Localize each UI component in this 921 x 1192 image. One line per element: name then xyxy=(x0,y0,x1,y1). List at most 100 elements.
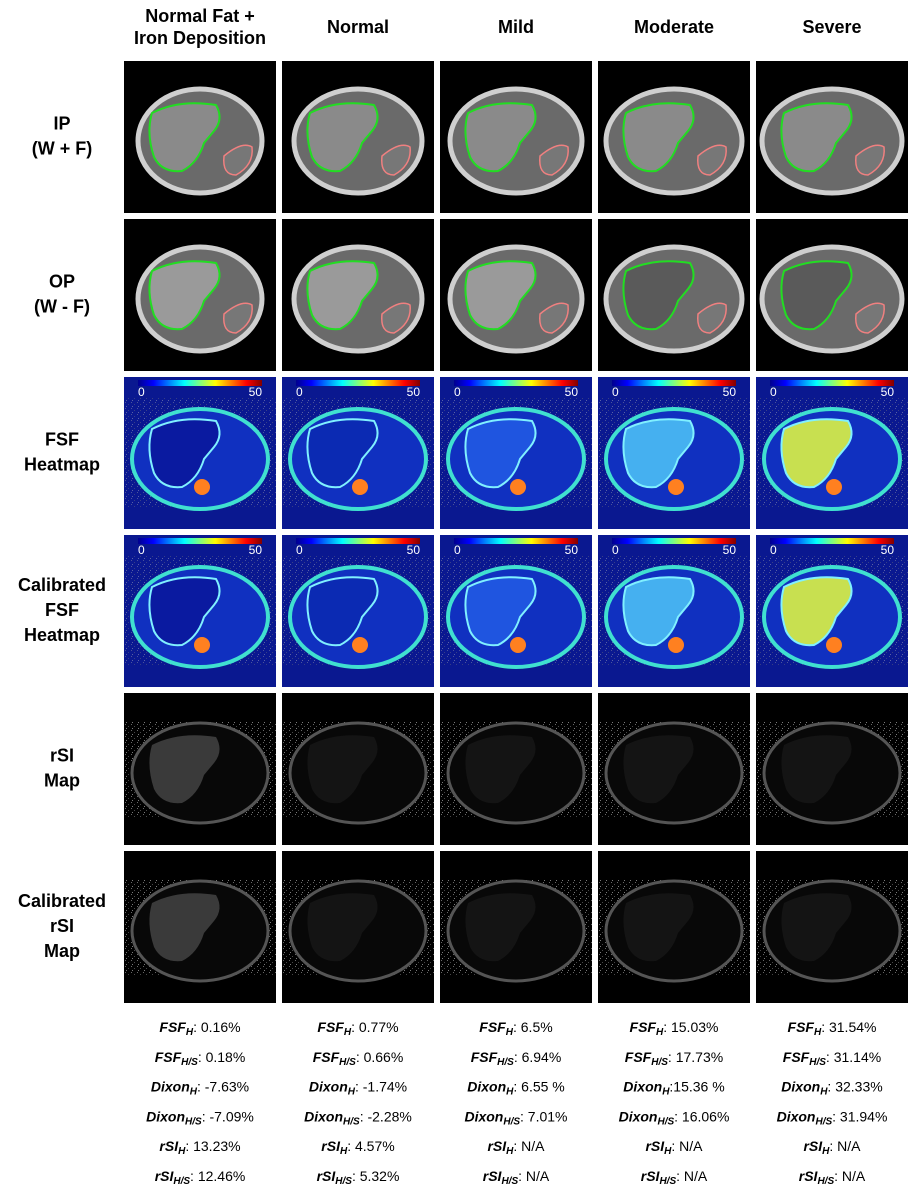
metric-name: Dixon xyxy=(777,1108,816,1124)
liver xyxy=(148,418,221,489)
metric-subscript: H xyxy=(822,1146,830,1157)
metric: DixonH/S: 7.01% xyxy=(464,1108,567,1127)
image-cell: 0 50 xyxy=(124,377,276,529)
metric-name: rSI xyxy=(321,1138,341,1154)
metric: FSFH/S: 17.73% xyxy=(625,1049,723,1068)
colorbar-min: 0 xyxy=(770,543,777,557)
colorbar xyxy=(296,538,420,544)
metric-value: : 15.03% xyxy=(663,1019,718,1035)
metric-subscript: H xyxy=(344,1027,352,1038)
metric-value: :15.36 % xyxy=(669,1078,724,1094)
metric-value: : 0.66% xyxy=(356,1049,403,1065)
column-header: Severe xyxy=(802,17,861,37)
liver xyxy=(307,735,378,804)
colorbar-max: 50 xyxy=(723,385,737,399)
metric-subscript: H/S xyxy=(497,1056,514,1067)
metric-name: FSF xyxy=(155,1049,182,1065)
spleen-roi xyxy=(539,144,569,176)
image-cell xyxy=(598,61,750,213)
metric-name: Dixon xyxy=(781,1078,820,1094)
metric-value: : -2.28% xyxy=(360,1108,412,1124)
metric-value: : -1.74% xyxy=(355,1078,407,1094)
metric-name: Dixon xyxy=(304,1108,343,1124)
colorbar xyxy=(138,380,262,386)
liver-roi xyxy=(148,260,221,331)
liver xyxy=(464,418,537,489)
metric-subscript: H/S xyxy=(335,1176,352,1187)
liver-roi xyxy=(306,102,379,173)
colorbar-max: 50 xyxy=(407,543,421,557)
colorbar-max: 50 xyxy=(249,543,263,557)
liver xyxy=(781,893,852,962)
metric-value: : 13.23% xyxy=(185,1138,240,1154)
metric: FSFH/S: 0.18% xyxy=(155,1049,246,1068)
metric-name: rSI xyxy=(159,1138,179,1154)
image-cell: 0 50 xyxy=(756,377,908,529)
image-cell xyxy=(440,851,592,1003)
metric: FSFH: 0.77% xyxy=(317,1019,398,1038)
liver xyxy=(780,576,853,647)
colorbar-max: 50 xyxy=(881,543,895,557)
metric: DixonH/S: -7.09% xyxy=(146,1108,254,1127)
row-label: IP xyxy=(53,113,70,133)
spleen-roi xyxy=(855,302,885,334)
metric-name: FSF xyxy=(630,1019,657,1035)
metric-name: Dixon xyxy=(619,1108,658,1124)
metric-name: Dixon xyxy=(309,1078,348,1094)
colorbar xyxy=(770,380,894,386)
metric-value: : 7.01% xyxy=(520,1108,567,1124)
metric-subscript: H xyxy=(814,1027,822,1038)
liver xyxy=(148,576,221,647)
metric: FSFH/S: 0.66% xyxy=(313,1049,404,1068)
liver xyxy=(306,418,379,489)
colorbar-max: 50 xyxy=(565,543,579,557)
metric-value: : 32.33% xyxy=(827,1078,882,1094)
metric-value: : 0.18% xyxy=(198,1049,245,1065)
metric: rSIH: N/A xyxy=(803,1138,861,1157)
liver xyxy=(465,893,536,962)
spine xyxy=(352,637,368,653)
spleen-roi xyxy=(697,302,727,334)
colorbar-min: 0 xyxy=(454,385,461,399)
metric-value: : N/A xyxy=(834,1168,866,1184)
liver-roi xyxy=(780,102,853,173)
image-cell: 0 50 xyxy=(756,535,908,687)
metric-subscript: H/S xyxy=(501,1176,518,1187)
colorbar-max: 50 xyxy=(723,543,737,557)
metric: DixonH:15.36 % xyxy=(623,1078,724,1097)
image-cell xyxy=(124,693,276,845)
image-cell: 0 50 xyxy=(598,535,750,687)
colorbar xyxy=(454,538,578,544)
image-cell: 0 50 xyxy=(598,377,750,529)
image-cell: 0 50 xyxy=(124,535,276,687)
liver-roi xyxy=(464,260,537,331)
metric-subscript: H/S xyxy=(503,1116,520,1127)
row-label: OP xyxy=(49,271,75,291)
image-cell xyxy=(440,61,592,213)
colorbar-max: 50 xyxy=(407,385,421,399)
liver xyxy=(149,735,220,804)
metric: FSFH: 6.5% xyxy=(479,1019,552,1038)
column-header: Mild xyxy=(498,17,534,37)
metric: FSFH: 0.16% xyxy=(159,1019,240,1038)
spine xyxy=(668,479,684,495)
metric-value: : 5.32% xyxy=(352,1168,399,1184)
metric-subscript: H/S xyxy=(173,1176,190,1187)
image-cell xyxy=(440,219,592,371)
metric-value: : N/A xyxy=(671,1138,703,1154)
metric: DixonH: -7.63% xyxy=(151,1078,249,1097)
metric-value: : N/A xyxy=(513,1138,545,1154)
metric-value: : 6.5% xyxy=(513,1019,553,1035)
metric-value: : N/A xyxy=(518,1168,550,1184)
spine xyxy=(668,637,684,653)
row-label: (W - F) xyxy=(34,296,90,316)
image-cell xyxy=(282,693,434,845)
image-cell xyxy=(756,219,908,371)
metric-value: : 4.57% xyxy=(347,1138,394,1154)
metric-name: rSI xyxy=(487,1138,507,1154)
metric-name: rSI xyxy=(645,1138,665,1154)
row-label: (W + F) xyxy=(32,138,93,158)
image-cell xyxy=(598,851,750,1003)
row-label: Calibrated xyxy=(18,891,106,911)
